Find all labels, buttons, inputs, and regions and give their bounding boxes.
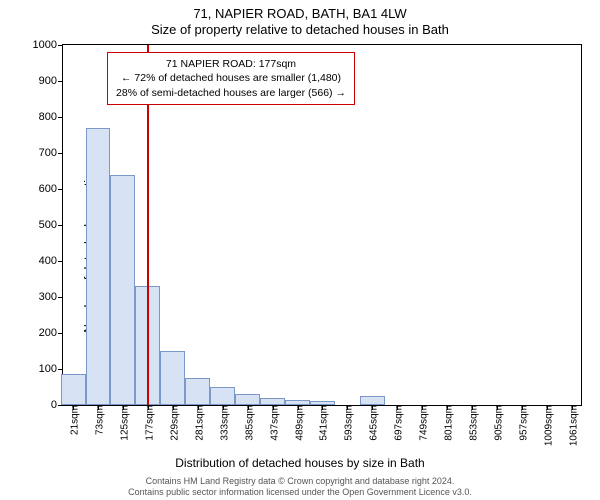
y-tick-mark bbox=[58, 261, 63, 262]
y-tick-mark bbox=[58, 81, 63, 82]
x-tick-label: 73sqm bbox=[91, 405, 106, 435]
chart-title-line1: 71, NAPIER ROAD, BATH, BA1 4LW bbox=[0, 6, 600, 21]
chart-footer: Contains HM Land Registry data © Crown c… bbox=[0, 476, 600, 499]
x-tick-label: 333sqm bbox=[215, 405, 230, 441]
x-tick-label: 281sqm bbox=[190, 405, 205, 441]
y-tick-mark bbox=[58, 369, 63, 370]
x-tick-label: 229sqm bbox=[165, 405, 180, 441]
x-tick-label: 697sqm bbox=[390, 405, 405, 441]
x-tick-label: 593sqm bbox=[340, 405, 355, 441]
histogram-bar bbox=[210, 387, 235, 405]
y-tick-mark bbox=[58, 297, 63, 298]
y-tick-mark bbox=[58, 225, 63, 226]
x-tick-label: 177sqm bbox=[140, 405, 155, 441]
histogram-bar bbox=[86, 128, 111, 405]
x-tick-label: 1009sqm bbox=[539, 405, 554, 446]
x-tick-label: 385sqm bbox=[240, 405, 255, 441]
histogram-bar bbox=[360, 396, 385, 405]
histogram-bar bbox=[61, 374, 86, 405]
annotation-line2: ← 72% of detached houses are smaller (1,… bbox=[116, 71, 346, 85]
annotation-line1: 71 NAPIER ROAD: 177sqm bbox=[116, 57, 346, 71]
y-tick-mark bbox=[58, 189, 63, 190]
x-tick-label: 21sqm bbox=[66, 405, 81, 435]
x-tick-label: 645sqm bbox=[365, 405, 380, 441]
histogram-bar bbox=[185, 378, 210, 405]
histogram-bar bbox=[260, 398, 285, 405]
y-tick-mark bbox=[58, 333, 63, 334]
x-tick-label: 957sqm bbox=[515, 405, 530, 441]
chart-title-line2: Size of property relative to detached ho… bbox=[0, 22, 600, 37]
x-tick-label: 125sqm bbox=[115, 405, 130, 441]
x-tick-label: 905sqm bbox=[490, 405, 505, 441]
x-tick-label: 541sqm bbox=[315, 405, 330, 441]
annotation-box: 71 NAPIER ROAD: 177sqm← 72% of detached … bbox=[107, 52, 355, 105]
footer-line2: Contains public sector information licen… bbox=[0, 487, 600, 498]
x-tick-label: 1061sqm bbox=[564, 405, 579, 446]
x-tick-label: 489sqm bbox=[290, 405, 305, 441]
y-tick-mark bbox=[58, 117, 63, 118]
chart-container: 71, NAPIER ROAD, BATH, BA1 4LW Size of p… bbox=[0, 0, 600, 500]
annotation-line3: 28% of semi-detached houses are larger (… bbox=[116, 86, 346, 100]
x-axis-label: Distribution of detached houses by size … bbox=[0, 456, 600, 470]
plot-area: 0100200300400500600700800900100021sqm73s… bbox=[62, 44, 582, 406]
x-tick-label: 749sqm bbox=[415, 405, 430, 441]
histogram-bar bbox=[235, 394, 260, 405]
x-tick-label: 801sqm bbox=[440, 405, 455, 441]
x-tick-label: 437sqm bbox=[265, 405, 280, 441]
y-tick-mark bbox=[58, 45, 63, 46]
histogram-bar bbox=[160, 351, 185, 405]
footer-line1: Contains HM Land Registry data © Crown c… bbox=[0, 476, 600, 487]
y-tick-mark bbox=[58, 405, 63, 406]
x-tick-label: 853sqm bbox=[465, 405, 480, 441]
y-tick-mark bbox=[58, 153, 63, 154]
histogram-bar bbox=[110, 175, 135, 405]
